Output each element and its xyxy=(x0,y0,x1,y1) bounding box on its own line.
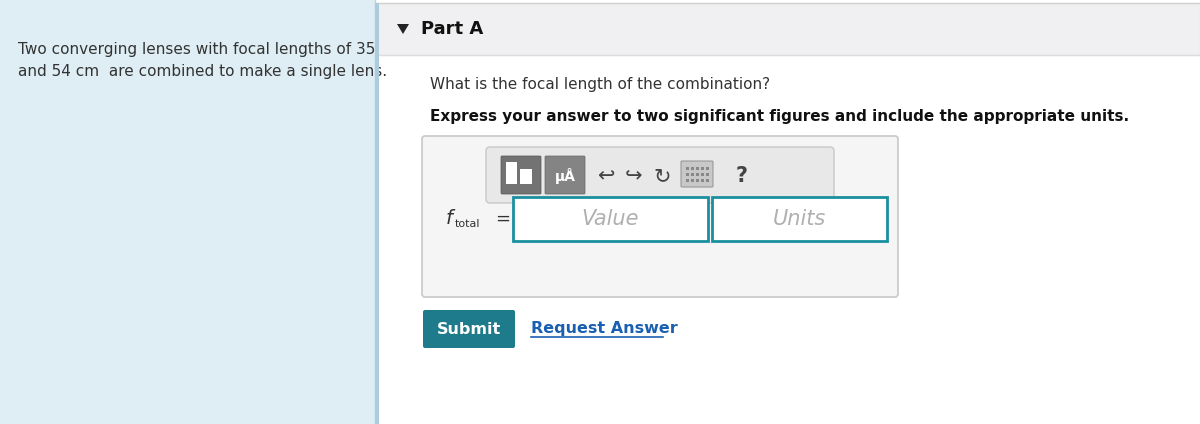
FancyBboxPatch shape xyxy=(686,173,689,176)
FancyBboxPatch shape xyxy=(696,167,698,170)
Text: ↩: ↩ xyxy=(598,166,614,186)
Text: total: total xyxy=(455,219,480,229)
FancyBboxPatch shape xyxy=(696,173,698,176)
Text: ↪: ↪ xyxy=(625,166,643,186)
FancyBboxPatch shape xyxy=(520,169,532,184)
FancyBboxPatch shape xyxy=(374,3,379,424)
Text: $f$: $f$ xyxy=(445,209,456,229)
Text: Request Answer: Request Answer xyxy=(530,321,678,337)
Text: Units: Units xyxy=(773,209,826,229)
Text: ↻: ↻ xyxy=(653,166,671,186)
FancyBboxPatch shape xyxy=(701,179,704,181)
FancyBboxPatch shape xyxy=(0,0,374,424)
Text: Value: Value xyxy=(582,209,640,229)
FancyBboxPatch shape xyxy=(686,167,689,170)
FancyBboxPatch shape xyxy=(696,179,698,181)
FancyBboxPatch shape xyxy=(701,167,704,170)
FancyBboxPatch shape xyxy=(424,310,515,348)
Text: μÅ: μÅ xyxy=(554,168,576,184)
Text: What is the focal length of the combination?: What is the focal length of the combinat… xyxy=(430,78,770,92)
FancyBboxPatch shape xyxy=(545,156,586,194)
FancyBboxPatch shape xyxy=(374,0,1200,424)
Text: Two converging lenses with focal lengths of 35 cm: Two converging lenses with focal lengths… xyxy=(18,42,403,57)
FancyBboxPatch shape xyxy=(706,179,709,181)
FancyBboxPatch shape xyxy=(706,167,709,170)
Text: Part A: Part A xyxy=(421,20,484,38)
FancyBboxPatch shape xyxy=(701,173,704,176)
FancyBboxPatch shape xyxy=(506,162,517,184)
Text: Express your answer to two significant figures and include the appropriate units: Express your answer to two significant f… xyxy=(430,109,1129,125)
Text: =: = xyxy=(496,210,510,228)
Text: Submit: Submit xyxy=(437,321,502,337)
FancyBboxPatch shape xyxy=(502,156,541,194)
FancyBboxPatch shape xyxy=(374,3,1200,55)
FancyBboxPatch shape xyxy=(514,197,708,241)
FancyBboxPatch shape xyxy=(486,147,834,203)
FancyBboxPatch shape xyxy=(691,167,694,170)
FancyBboxPatch shape xyxy=(682,161,713,187)
FancyBboxPatch shape xyxy=(712,197,887,241)
FancyBboxPatch shape xyxy=(422,136,898,297)
FancyBboxPatch shape xyxy=(691,173,694,176)
Text: and 54 cm  are combined to make a single lens.: and 54 cm are combined to make a single … xyxy=(18,64,388,79)
FancyBboxPatch shape xyxy=(706,173,709,176)
Text: ?: ? xyxy=(736,166,748,186)
Polygon shape xyxy=(397,24,409,34)
FancyBboxPatch shape xyxy=(691,179,694,181)
FancyBboxPatch shape xyxy=(686,179,689,181)
